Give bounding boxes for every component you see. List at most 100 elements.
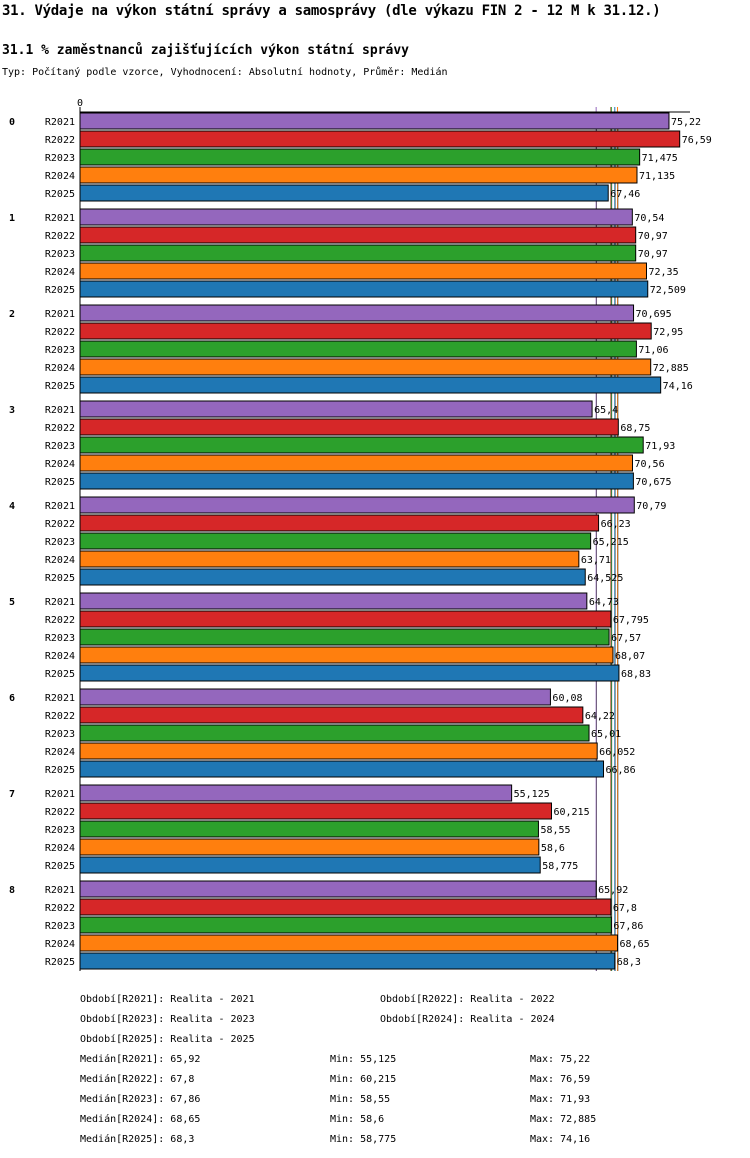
bar — [79, 418, 619, 436]
series-label: R2021 — [45, 213, 75, 224]
legend-stat: Medián[R2024]: 68,65 — [80, 1114, 201, 1125]
data-label: 70,97 — [638, 231, 668, 242]
series-label: R2025 — [45, 189, 75, 200]
bar — [79, 472, 634, 490]
series-label: R2022 — [45, 519, 75, 530]
series-label: R2022 — [45, 423, 75, 434]
series-label: R2022 — [45, 711, 75, 722]
series-label: R2021 — [45, 117, 75, 128]
data-label: 58,6 — [541, 843, 565, 854]
category-label: 2 — [9, 309, 15, 320]
data-label: 64,525 — [587, 573, 623, 584]
bar — [79, 664, 620, 682]
bar — [79, 454, 633, 472]
legend-stat: Max: 71,93 — [530, 1094, 591, 1105]
bar — [79, 262, 648, 280]
data-label: 71,475 — [642, 153, 678, 164]
bar — [79, 952, 616, 970]
category-label: 1 — [9, 213, 15, 224]
data-label: 72,95 — [653, 327, 683, 338]
bar — [79, 610, 612, 628]
category-label: 8 — [9, 885, 15, 896]
bar — [79, 340, 637, 358]
bar — [79, 208, 633, 226]
data-label: 71,93 — [645, 441, 675, 452]
data-label: 60,08 — [552, 693, 582, 704]
data-label: 67,46 — [610, 189, 640, 200]
legend-stat: Min: 58,775 — [330, 1134, 397, 1145]
series-label: R2023 — [45, 153, 75, 164]
data-label: 68,83 — [621, 669, 651, 680]
bar — [79, 244, 637, 262]
bar — [79, 934, 619, 952]
bar — [79, 838, 540, 856]
data-label: 71,06 — [638, 345, 668, 356]
legend-stat: Medián[R2023]: 67,86 — [80, 1094, 201, 1105]
data-label: 70,79 — [636, 501, 666, 512]
bar — [79, 130, 681, 148]
bar — [79, 592, 588, 610]
series-label: R2021 — [45, 693, 75, 704]
data-label: 70,695 — [636, 309, 672, 320]
bar — [79, 226, 637, 244]
legend-stat: Min: 55,125 — [330, 1054, 397, 1065]
series-label: R2021 — [45, 597, 75, 608]
bar — [79, 880, 597, 898]
legend-stat: Medián[R2025]: 68,3 — [80, 1134, 195, 1145]
data-label: 66,23 — [601, 519, 631, 530]
series-label: R2024 — [45, 843, 75, 854]
legend-stat: Medián[R2021]: 65,92 — [80, 1054, 201, 1065]
legend-stat: Medián[R2022]: 67,8 — [80, 1074, 195, 1085]
bar — [79, 916, 612, 934]
data-label: 72,509 — [650, 285, 686, 296]
data-label: 65,215 — [593, 537, 629, 548]
series-label: R2025 — [45, 669, 75, 680]
series-label: R2023 — [45, 825, 75, 836]
legend-stat: Max: 74,16 — [530, 1134, 591, 1145]
data-label: 67,8 — [613, 903, 637, 914]
bar — [79, 784, 513, 802]
legend-period: Období[R2022]: Realita - 2022 — [380, 994, 555, 1005]
series-label: R2025 — [45, 381, 75, 392]
bar — [79, 532, 592, 550]
series-label: R2025 — [45, 957, 75, 968]
series-label: R2025 — [45, 765, 75, 776]
data-label: 64,22 — [585, 711, 615, 722]
bar — [79, 322, 652, 340]
bar — [79, 376, 662, 394]
series-label: R2023 — [45, 921, 75, 932]
page-title: 31. Výdaje na výkon státní správy a samo… — [2, 3, 661, 19]
bar — [79, 898, 612, 916]
series-label: R2023 — [45, 537, 75, 548]
data-label: 67,57 — [611, 633, 641, 644]
category-label: 3 — [9, 405, 15, 416]
bar — [79, 280, 649, 298]
legend-stat: Min: 58,55 — [330, 1094, 391, 1105]
data-label: 68,75 — [620, 423, 650, 434]
bar — [79, 400, 593, 418]
data-label: 72,35 — [649, 267, 679, 278]
series-label: R2024 — [45, 555, 75, 566]
legend-period: Období[R2021]: Realita - 2021 — [80, 994, 255, 1005]
data-label: 70,56 — [634, 459, 664, 470]
series-label: R2021 — [45, 501, 75, 512]
data-label: 58,55 — [540, 825, 570, 836]
series-label: R2024 — [45, 267, 75, 278]
bar — [79, 742, 598, 760]
data-label: 68,07 — [615, 651, 645, 662]
data-label: 68,65 — [620, 939, 650, 950]
bar — [79, 304, 635, 322]
bar — [79, 112, 670, 130]
category-label: 0 — [9, 117, 15, 128]
series-label: R2023 — [45, 633, 75, 644]
bar — [79, 688, 551, 706]
series-label: R2023 — [45, 249, 75, 260]
legend-period: Období[R2023]: Realita - 2023 — [80, 1014, 255, 1025]
series-label: R2023 — [45, 345, 75, 356]
data-label: 60,215 — [553, 807, 589, 818]
bar — [79, 706, 584, 724]
series-label: R2022 — [45, 615, 75, 626]
data-label: 70,675 — [635, 477, 671, 488]
series-label: R2024 — [45, 363, 75, 374]
